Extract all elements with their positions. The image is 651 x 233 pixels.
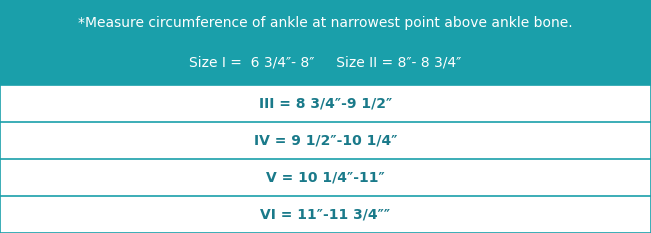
Bar	[0, 122, 651, 159]
Text: Size I =  6 3/4″- 8″     Size II = 8″- 8 3/4″: Size I = 6 3/4″- 8″ Size II = 8″- 8 3/4″	[189, 55, 462, 69]
Text: *Measure circumference of ankle at narrowest point above ankle bone.: *Measure circumference of ankle at narro…	[78, 16, 573, 30]
Bar	[0, 85, 651, 122]
Text: VI = 11″-11 3/4″″: VI = 11″-11 3/4″″	[260, 208, 391, 222]
Text: III = 8 3/4″-9 1/2″: III = 8 3/4″-9 1/2″	[259, 96, 392, 110]
Text: IV = 9 1/2″-10 1/4″: IV = 9 1/2″-10 1/4″	[254, 134, 397, 147]
Bar	[0, 196, 651, 233]
Bar	[0, 159, 651, 196]
Text: V = 10 1/4″-11″: V = 10 1/4″-11″	[266, 171, 385, 185]
